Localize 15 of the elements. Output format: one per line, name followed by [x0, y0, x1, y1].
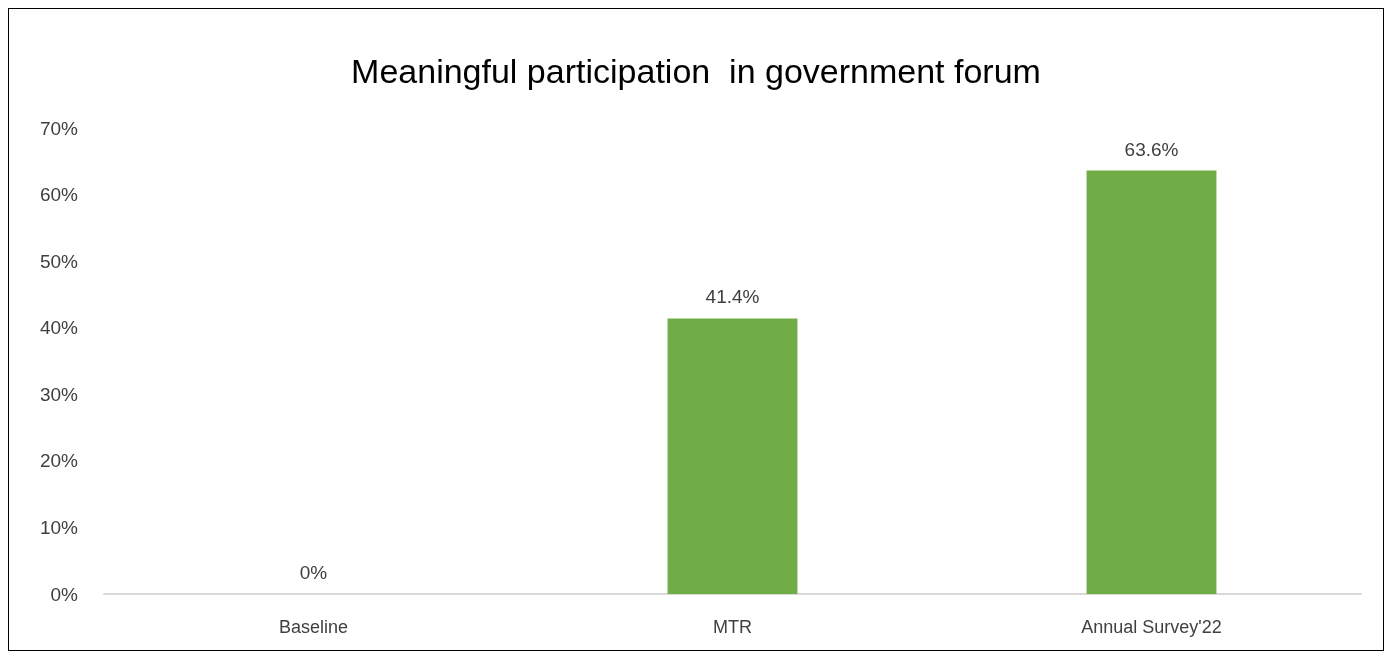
y-tick-label: 70% — [39, 117, 79, 139]
data-label: 41.4% — [705, 286, 760, 308]
y-tick-label: 20% — [39, 450, 79, 472]
y-tick-label: 10% — [39, 516, 79, 538]
x-tick-label: Baseline — [278, 617, 349, 637]
x-tick-label: MTR — [713, 617, 752, 637]
y-tick-label: 40% — [39, 317, 79, 339]
y-tick-label: 60% — [39, 184, 79, 206]
y-tick-label: 30% — [39, 383, 79, 405]
data-label: 0% — [299, 562, 328, 583]
y-tick-label: 50% — [39, 250, 79, 272]
chart-title: Meaningful participation in government forum — [351, 52, 1041, 90]
data-label: 63.6% — [1124, 138, 1179, 160]
y-tick-label: 0% — [50, 583, 79, 605]
x-tick-label: Annual Survey'22 — [1081, 617, 1222, 637]
